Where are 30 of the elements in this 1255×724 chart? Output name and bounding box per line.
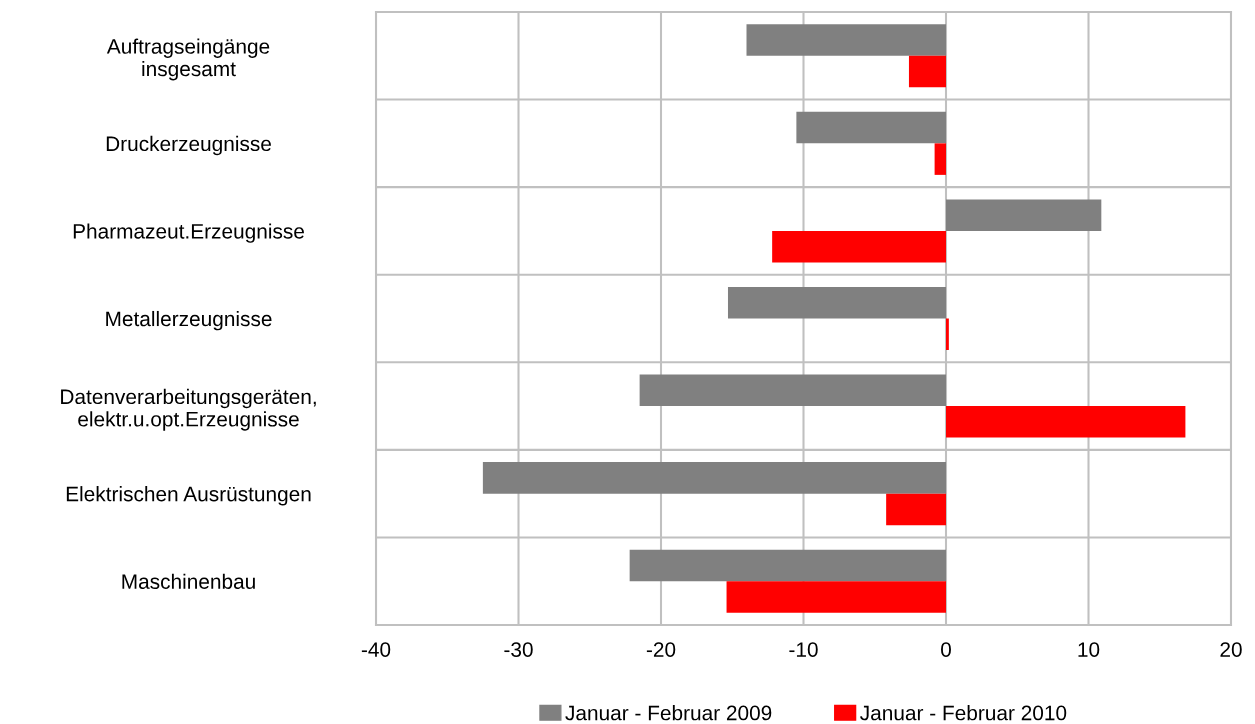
legend-label: Januar - Februar 2009 [565,705,772,721]
bar [639,374,946,407]
bar [796,111,946,144]
x-tick-label: 10 [1078,642,1100,657]
bar [886,493,946,526]
x-tick-label: 0 [941,642,951,657]
x-tick-label: 20 [1220,642,1242,657]
y-tick-label: Maschinenbau [122,573,255,589]
bar [482,462,946,494]
x-tick-label: -20 [646,642,676,657]
x-tick-label: -40 [361,642,391,657]
y-tick-label: Druckerzeugnisse [106,135,271,156]
y-tick-label: Elektrischen Ausrüstungen [66,486,311,506]
legend-label: Januar - Februar 2010 [860,705,1067,721]
bar [726,581,946,613]
bar [746,24,946,56]
y-tick-label: Datenverarbeitungsgeräten, elektr.u.opt.Erzeugnisse [61,388,316,431]
x-tick-label: -10 [789,642,818,657]
bar [727,286,946,319]
x-tick-label: -30 [504,642,533,657]
bar [946,406,1186,438]
bar [629,549,946,582]
y-tick-label: Auftragseingänge insgesamt [106,38,270,81]
bar [772,230,946,263]
bar [908,55,946,88]
y-tick-label: Metallerzeugnisse [106,310,272,331]
bar [946,199,1102,231]
bar [946,318,949,351]
bar [934,143,946,175]
y-tick-label: Pharmazeut.Erzeugnisse [73,223,304,243]
